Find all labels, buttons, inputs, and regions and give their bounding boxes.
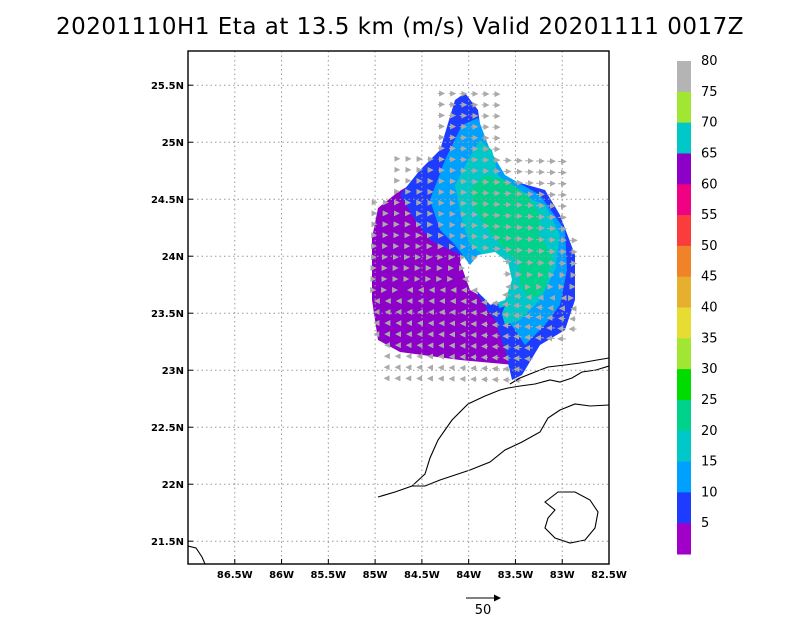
isla-juventud-coastline <box>544 491 599 544</box>
colorbar-label: 70 <box>701 116 718 131</box>
y-tick-label: 22N <box>162 480 184 491</box>
cuba-coastline <box>509 357 609 385</box>
colorbar-label: 55 <box>701 208 718 223</box>
colorbar-label: 40 <box>701 301 718 316</box>
colorbar-swatch <box>677 61 691 93</box>
y-tick-label: 24N <box>162 252 184 263</box>
cuba-coastline-inner <box>412 403 609 487</box>
colorbar-swatch <box>677 307 691 339</box>
colorbar-swatch <box>677 276 691 308</box>
chart-title: 20201110H1 Eta at 13.5 km (m/s) Valid 20… <box>55 14 745 40</box>
yucatan-coastline <box>188 545 206 564</box>
colorbar-label: 75 <box>701 85 718 100</box>
colorbar-swatch <box>677 492 691 524</box>
colorbar: 5 10 15 20 25 30 35 40 45 50 55 60 65 70 75 80 <box>677 54 718 555</box>
y-tick-label: 23N <box>162 366 184 377</box>
y-tick-label: 21.5N <box>151 537 184 548</box>
x-axis-ticks: 86.5W 86W 85.5W 85W 84.5W 84W 83.5W 83W 82.5W <box>217 559 627 581</box>
x-tick-label: 85.5W <box>310 570 346 581</box>
colorbar-swatch <box>677 338 691 370</box>
colorbar-label: 50 <box>701 239 718 254</box>
x-tick-label: 83W <box>550 570 575 581</box>
colorbar-label: 35 <box>701 331 718 346</box>
colorbar-label: 45 <box>701 270 718 285</box>
reference-vector: 50 <box>466 594 501 618</box>
colorbar-label: 25 <box>701 393 718 408</box>
x-tick-label: 82.5W <box>591 570 627 581</box>
lat-lon-grid <box>188 51 609 564</box>
colorbar-swatch <box>677 399 691 432</box>
colorbar-swatch <box>677 153 691 185</box>
x-tick-label: 86.5W <box>217 570 253 581</box>
y-tick-label: 25.5N <box>151 81 184 92</box>
x-tick-label: 83.5W <box>498 570 534 581</box>
colorbar-label: 80 <box>701 54 718 69</box>
colorbar-swatch <box>677 430 691 463</box>
y-tick-label: 24.5N <box>151 195 184 206</box>
colorbar-label: 20 <box>701 424 718 439</box>
y-tick-label: 25N <box>162 138 184 149</box>
eye-hole <box>466 252 512 305</box>
colorbar-swatch <box>677 215 691 247</box>
colorbar-swatch <box>677 245 691 278</box>
colorbar-swatch <box>677 91 691 124</box>
colorbar-swatch <box>677 461 691 493</box>
x-tick-label: 86W <box>269 570 294 581</box>
coastlines <box>188 357 609 564</box>
colorbar-label: 5 <box>701 516 709 531</box>
x-tick-label: 85W <box>363 570 388 581</box>
y-axis-ticks: 25.5N 25N 24.5N 24N 23.5N 23N 22.5N 22N 21.5N <box>151 81 193 548</box>
colorbar-swatch <box>677 122 691 154</box>
x-tick-label: 84W <box>456 570 481 581</box>
y-tick-label: 22.5N <box>151 423 184 434</box>
reference-vector-label: 50 <box>475 603 492 618</box>
colorbar-swatch <box>677 369 691 401</box>
colorbar-label: 65 <box>701 146 718 161</box>
eye-blue-ring <box>482 296 505 318</box>
plot-frame <box>187 50 610 565</box>
colorbar-label: 15 <box>701 455 718 470</box>
y-tick-label: 23.5N <box>151 309 184 320</box>
colorbar-swatch <box>677 523 691 555</box>
colorbar-label: 10 <box>701 485 718 500</box>
colorbar-swatch <box>677 184 691 216</box>
x-tick-label: 84.5W <box>404 570 440 581</box>
cuba-coastline-south <box>377 365 609 498</box>
colorbar-label: 60 <box>701 177 718 192</box>
colorbar-label: 30 <box>701 362 718 377</box>
